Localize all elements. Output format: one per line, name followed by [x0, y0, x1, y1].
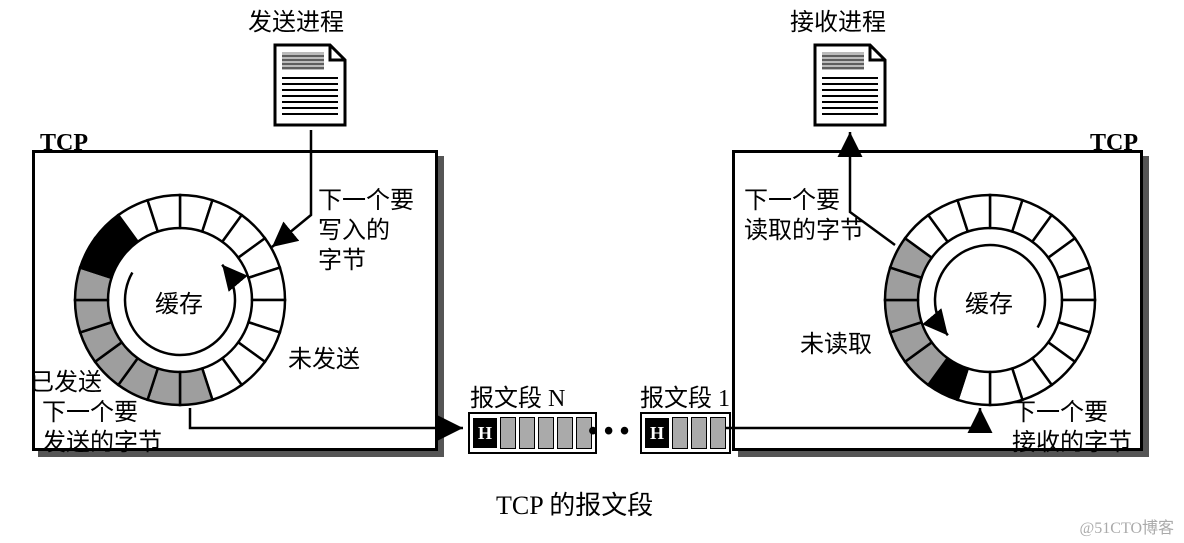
- segment-ellipsis: •••: [588, 416, 635, 448]
- receiver-buffer-label: 缓存: [965, 290, 1013, 320]
- segment-1: H: [640, 412, 731, 454]
- sender-tcp-label: TCP: [40, 128, 88, 158]
- watermark: @51CTO博客: [1080, 514, 1174, 538]
- segment-n-header: H: [473, 418, 497, 448]
- segment-block: [691, 417, 707, 449]
- sender-process-label: 发送进程: [248, 8, 344, 38]
- segment-block: [557, 417, 573, 449]
- segment-1-header: H: [645, 418, 669, 448]
- segment-1-label: 报文段 1: [640, 384, 730, 414]
- unread-label: 未读取: [800, 330, 872, 360]
- unsent-label: 未发送: [288, 345, 360, 375]
- next-write-label: 下一个要 写入的 字节: [318, 186, 414, 276]
- receiver-process-icon: [810, 40, 890, 130]
- segment-n: H: [468, 412, 597, 454]
- next-read-label: 下一个要 读取的字节: [744, 186, 864, 246]
- next-send-label: 下一个要 发送的字节: [42, 398, 162, 458]
- next-recv-label: 下一个要 接收的字节: [1012, 398, 1132, 458]
- segment-block: [500, 417, 516, 449]
- segment-n-label: 报文段 N: [470, 384, 565, 414]
- sent-label: 已发送: [30, 368, 102, 398]
- segment-block: [519, 417, 535, 449]
- receiver-tcp-label: TCP: [1090, 128, 1138, 158]
- segment-block: [672, 417, 688, 449]
- sender-process-icon: [270, 40, 350, 130]
- receiver-process-label: 接收进程: [790, 8, 886, 38]
- sender-buffer-label: 缓存: [155, 290, 203, 320]
- segment-block: [538, 417, 554, 449]
- diagram-caption: TCP 的报文段: [496, 490, 653, 523]
- segment-block: [710, 417, 726, 449]
